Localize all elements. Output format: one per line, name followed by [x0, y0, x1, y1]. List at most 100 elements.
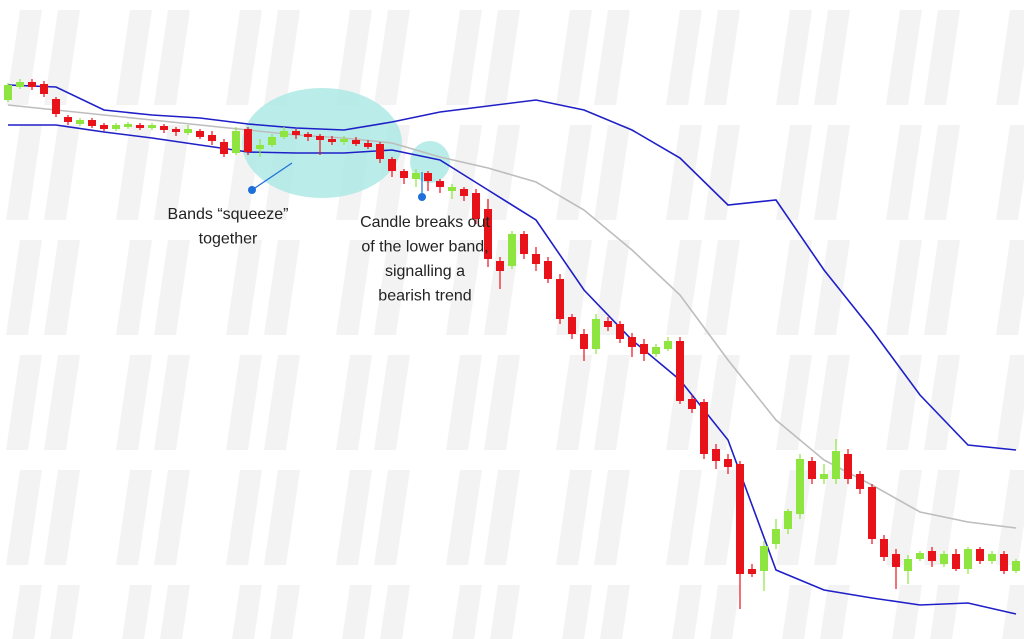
candle-body: [880, 539, 888, 557]
candle-body: [892, 554, 900, 567]
candle-body: [676, 341, 684, 401]
candle-body: [388, 159, 396, 171]
candle-body: [856, 474, 864, 489]
candle-body: [784, 511, 792, 529]
candle-body: [508, 234, 516, 266]
candle-body: [496, 261, 504, 271]
pointer-line: [251, 162, 293, 191]
candle-body: [688, 399, 696, 409]
candle-body: [448, 187, 456, 191]
candle-body: [280, 131, 288, 137]
candle-body: [256, 145, 264, 149]
candle-body: [532, 254, 540, 264]
candle-body: [352, 140, 360, 144]
candle-body: [148, 125, 156, 128]
candle-body: [520, 234, 528, 254]
candle-body: [136, 125, 144, 128]
candle-body: [748, 569, 756, 574]
candle-body: [412, 173, 420, 179]
candle-body: [904, 559, 912, 571]
candle-body: [808, 461, 816, 479]
candle-body: [1000, 554, 1008, 571]
annotation-text: of the lower band,: [361, 239, 488, 256]
candle-body: [484, 209, 492, 259]
candle-body: [712, 449, 720, 461]
annotation-text: Bands “squeeze”: [168, 206, 289, 223]
candle-body: [988, 554, 996, 561]
candle-body: [208, 135, 216, 141]
candle-body: [928, 551, 936, 561]
candle-body: [4, 85, 12, 100]
annotation-text: bearish trend: [378, 288, 471, 305]
candle-body: [796, 459, 804, 514]
candle-body: [976, 549, 984, 561]
candle-body: [616, 324, 624, 339]
annotation-text: Candle breaks out: [360, 214, 490, 231]
candle-body: [1012, 561, 1020, 571]
candle-body: [100, 125, 108, 129]
candle-body: [424, 173, 432, 181]
candle-body: [820, 474, 828, 479]
candle-body: [472, 193, 480, 219]
annotation-text: signalling a: [385, 263, 465, 280]
candle-body: [88, 120, 96, 126]
candle-body: [268, 137, 276, 145]
candle-body: [436, 181, 444, 187]
candle-body: [40, 84, 48, 94]
candle-body: [628, 337, 636, 347]
candle-body: [76, 120, 84, 124]
candle-body: [736, 464, 744, 574]
candle-body: [184, 129, 192, 133]
candle-body: [916, 553, 924, 559]
candle-body: [568, 317, 576, 334]
candle-body: [340, 139, 348, 142]
plot: [4, 79, 1020, 615]
candle-body: [400, 171, 408, 178]
candle-body: [652, 347, 660, 354]
candle-body: [556, 279, 564, 319]
candle-body: [604, 321, 612, 327]
band-line: [8, 124, 1017, 615]
candle-body: [220, 142, 228, 154]
candle-body: [832, 451, 840, 479]
candle-body: [16, 82, 24, 87]
squeeze-highlight: [242, 88, 402, 198]
candle-body: [724, 459, 732, 467]
candle-body: [544, 261, 552, 279]
candle-body: [172, 129, 180, 132]
candle-body: [772, 529, 780, 544]
candle-body: [64, 117, 72, 122]
candle-body: [304, 134, 312, 137]
pointer-dot: [418, 193, 426, 201]
candle-body: [316, 136, 324, 140]
candle-body: [112, 125, 120, 129]
candle-body: [376, 144, 384, 159]
candle-body: [364, 143, 372, 147]
candle-body: [328, 139, 336, 142]
candle-body: [664, 341, 672, 349]
pointer-dot: [248, 186, 256, 194]
candle-body: [28, 82, 36, 87]
candle-body: [124, 124, 132, 127]
candle-body: [964, 549, 972, 569]
candle-body: [292, 131, 300, 135]
candle-body: [952, 554, 960, 569]
annotation-text: together: [199, 231, 258, 248]
candle-body: [592, 319, 600, 349]
candle-body: [160, 126, 168, 130]
candle-body: [868, 487, 876, 539]
candle-body: [244, 129, 252, 152]
candle-body: [232, 131, 240, 153]
candle-body: [196, 131, 204, 137]
candle-body: [460, 189, 468, 196]
band-line: [7, 84, 1017, 451]
candle-body: [844, 454, 852, 479]
candle-body: [700, 402, 708, 454]
candle-body: [940, 554, 948, 564]
annotations: Bands “squeeze” together Candle breaks out…: [168, 206, 491, 305]
candle-body: [760, 546, 768, 571]
candle-body: [640, 344, 648, 354]
